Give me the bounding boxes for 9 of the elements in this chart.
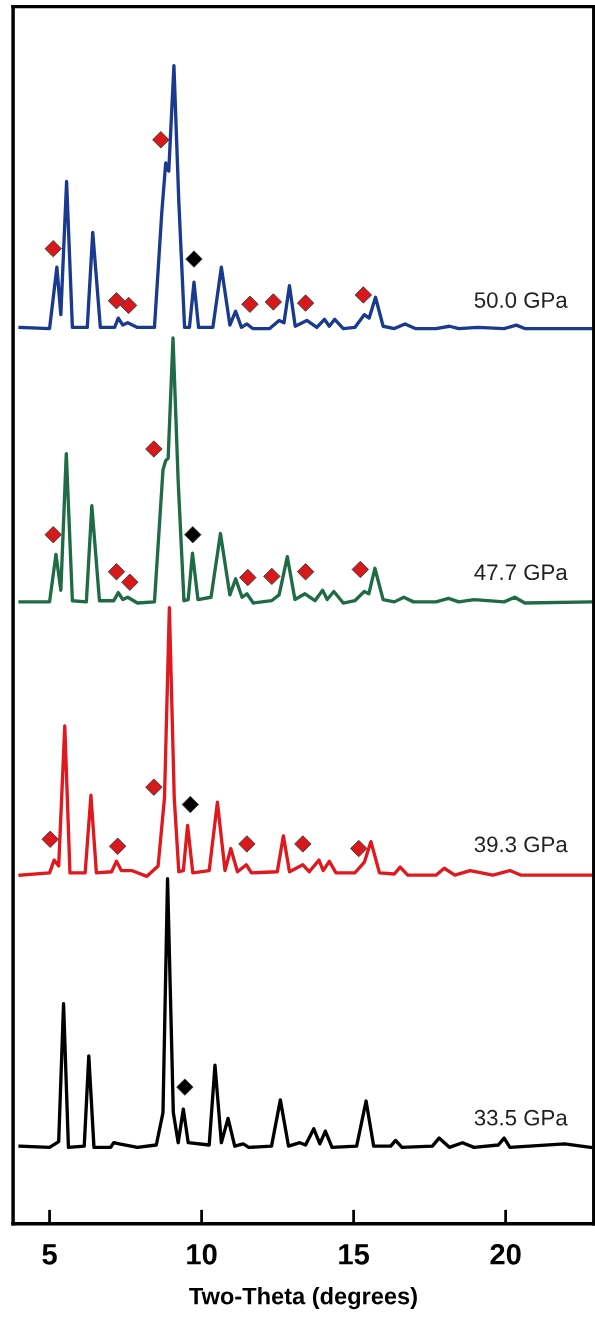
series-label: 47.7 GPa: [474, 564, 568, 581]
series-label: 33.5 GPa: [474, 1109, 568, 1126]
series-label: 39.3 GPa: [474, 836, 568, 853]
series-label: 50.0 GPa: [474, 292, 568, 308]
x-tick-label: 10: [187, 1243, 217, 1265]
x-tick-label: 20: [490, 1243, 521, 1265]
x-tick-label: 5: [42, 1244, 57, 1265]
x-tick-label: 15: [339, 1244, 370, 1265]
x-axis-title: Two-Theta (degrees): [189, 1287, 417, 1310]
